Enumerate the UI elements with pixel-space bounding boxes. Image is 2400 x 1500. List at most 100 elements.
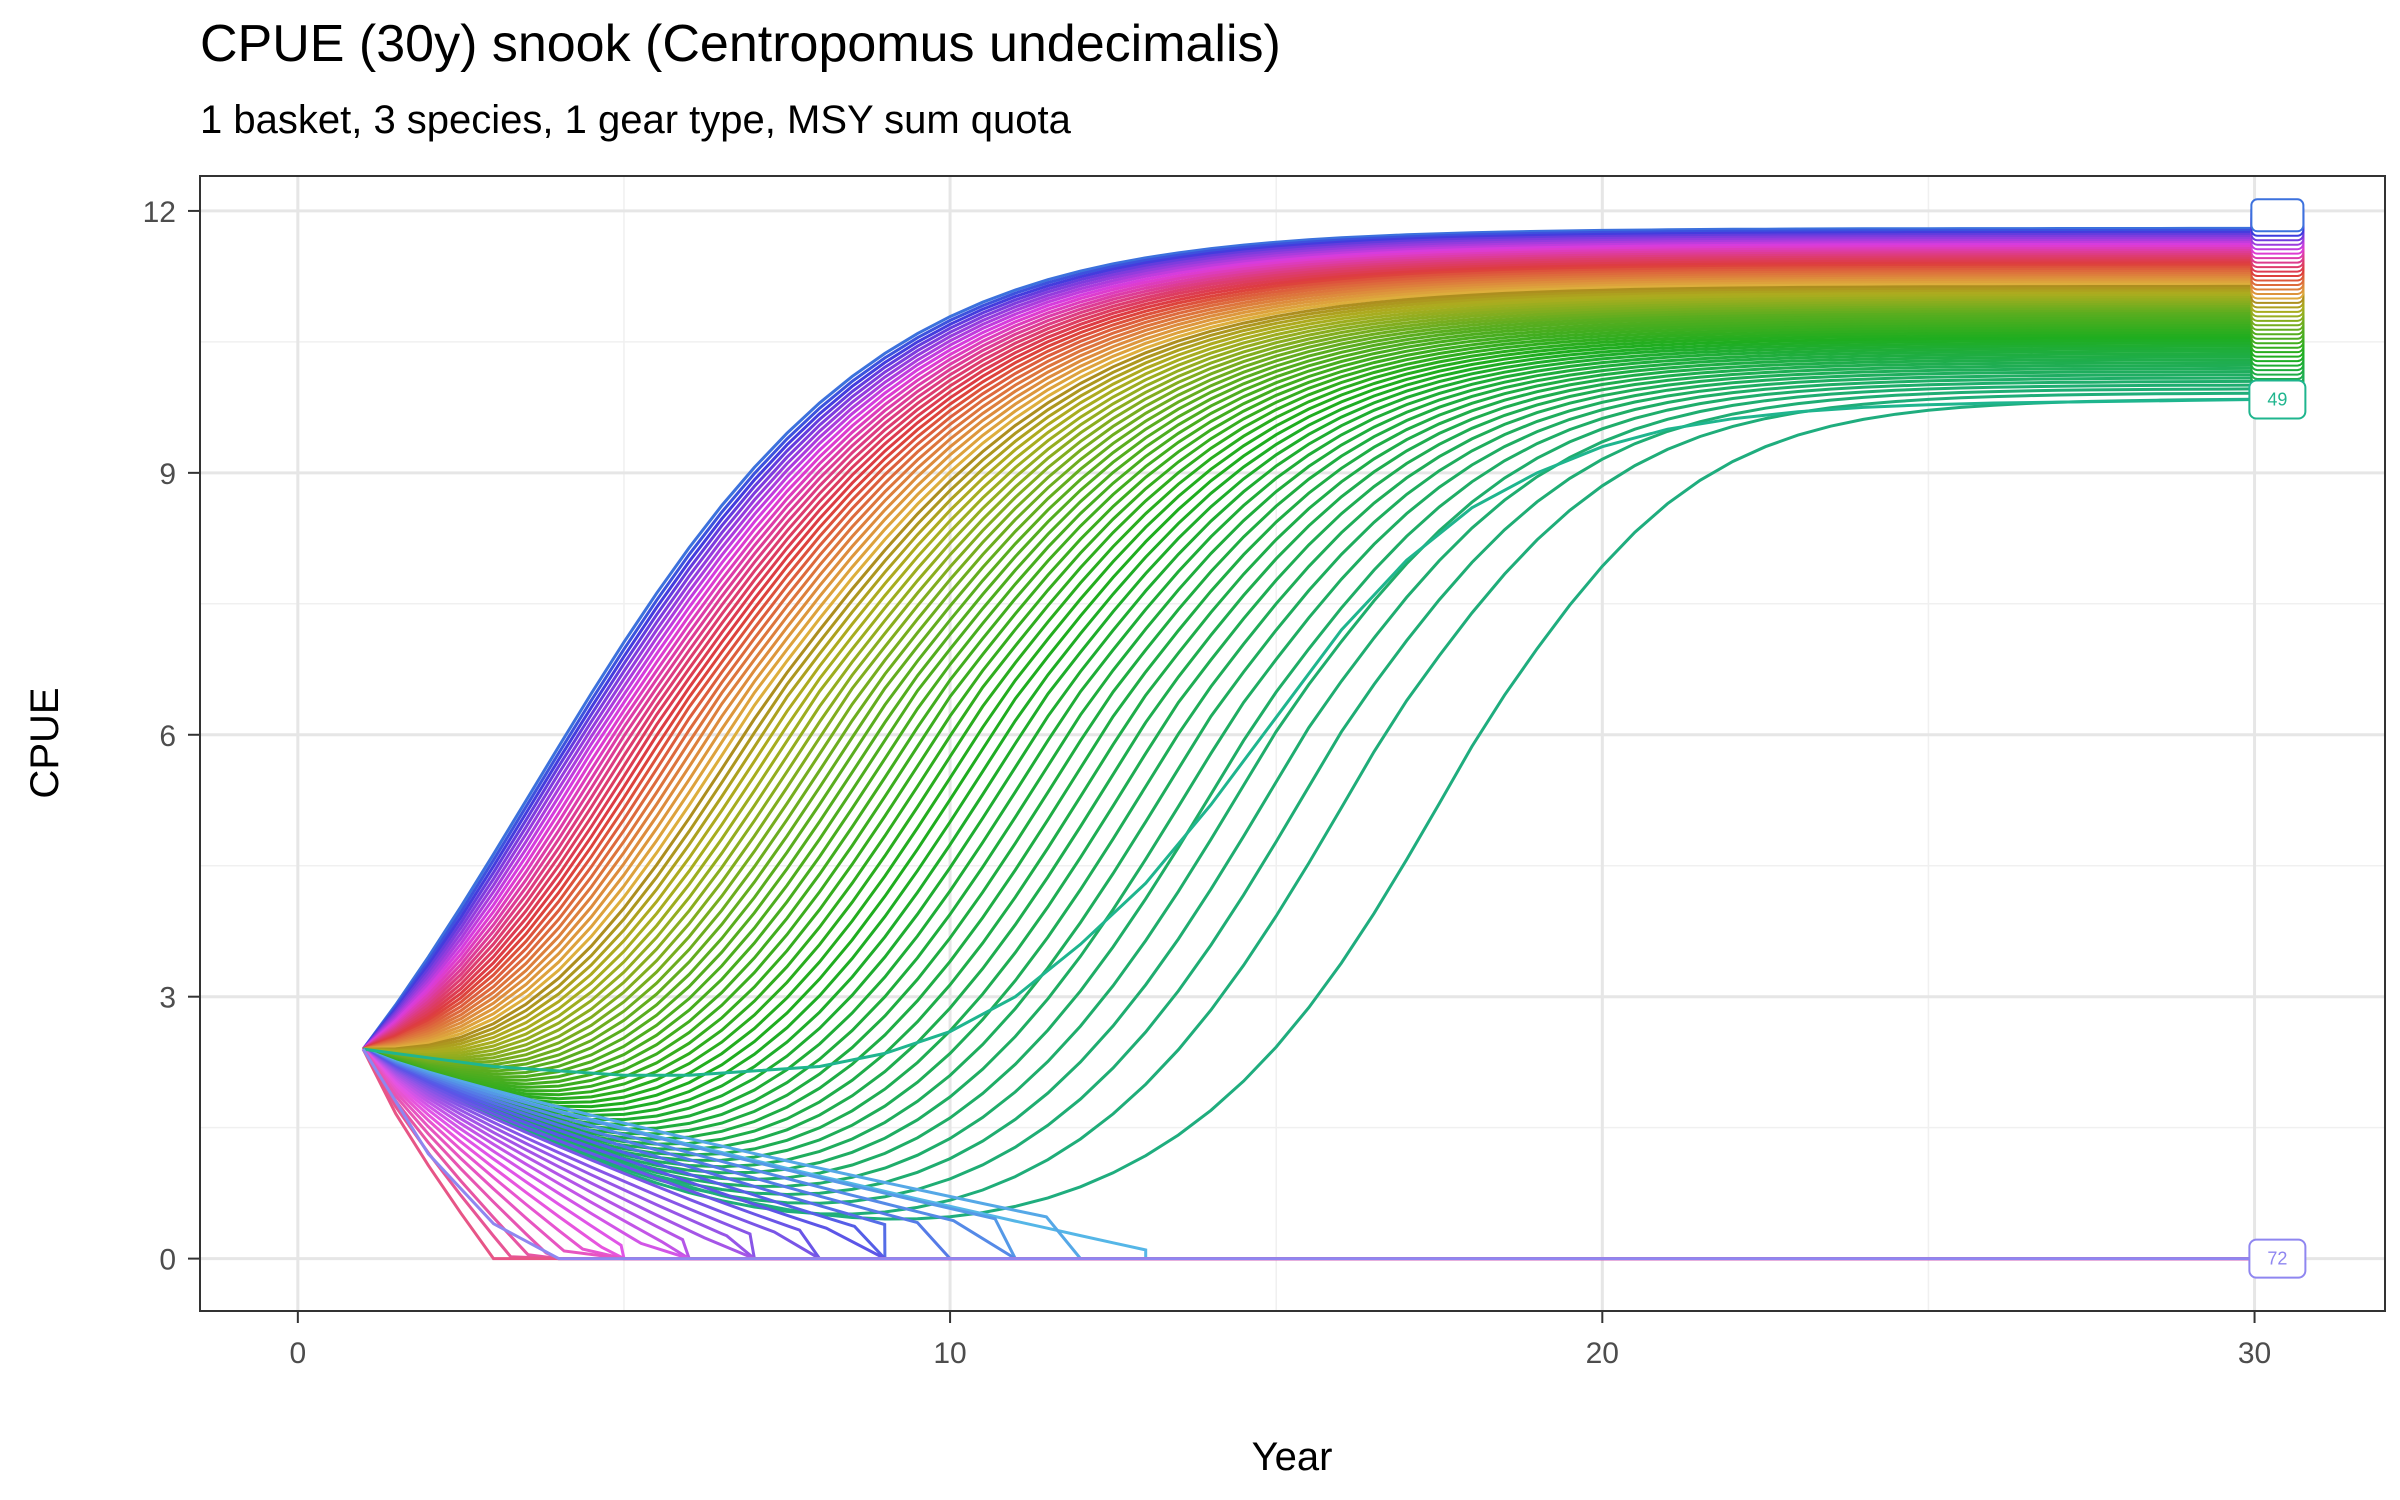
series-72-line: [361, 1048, 2255, 1261]
series-line: [362, 253, 2255, 1051]
series-line: [362, 261, 2255, 1051]
series-line: [362, 242, 2255, 1051]
collapse-series-line: [362, 1047, 2255, 1261]
series-line: [362, 355, 2255, 1141]
series-line: [361, 234, 2255, 1051]
series-line: [362, 329, 2255, 1097]
x-tick-label: 30: [2238, 1337, 2271, 1370]
collapse-series-line: [362, 1047, 2255, 1261]
series-line: [363, 287, 2255, 1052]
series-line: [362, 302, 2255, 1063]
collapse-series-line: [362, 1047, 2255, 1261]
chart-title: CPUE (30y) snook (Centropomus undecimali…: [200, 15, 1281, 73]
series-line: [361, 232, 2255, 1051]
y-tick-label: 9: [159, 458, 176, 491]
series-layer: [361, 226, 2255, 1261]
series-line: [363, 284, 2255, 1051]
collapse-series-line: [362, 1047, 2255, 1261]
end-label-layer: 49 72: [2248, 198, 2307, 1279]
series-line: [362, 293, 2255, 1055]
series-line: [362, 383, 2255, 1197]
series-line: [362, 269, 2255, 1051]
plot-border: [199, 175, 2386, 1312]
end-label-box: [2250, 198, 2305, 233]
series-line: [362, 341, 2255, 1117]
series-line: [362, 397, 2255, 1221]
series-line: [362, 280, 2255, 1051]
series-line: [362, 331, 2255, 1101]
end-label-box: [2248, 379, 2307, 420]
series-line: [362, 314, 2255, 1076]
series-line: [362, 326, 2255, 1093]
series-line: [362, 238, 2255, 1051]
collapse-series-line: [361, 1048, 2255, 1261]
end-label-box: [2248, 1238, 2307, 1279]
collapse-series-line: [362, 1047, 2255, 1261]
series-line: [362, 236, 2255, 1051]
collapse-series-line: [362, 1048, 2255, 1261]
collapse-series-line: [362, 1047, 2255, 1261]
series-line: [362, 263, 2255, 1051]
series-line: [362, 336, 2255, 1109]
series-line: [361, 226, 2255, 1050]
end-label-72: 72: [2248, 1238, 2307, 1279]
series-line: [362, 251, 2255, 1051]
collapse-series-line: [362, 1047, 2255, 1261]
series-line: [361, 228, 2255, 1051]
chart-subtitle: 1 basket, 3 species, 1 gear type, MSY su…: [200, 98, 1071, 142]
end-label-text: 72: [2267, 1249, 2287, 1269]
series-line: [362, 244, 2255, 1051]
y-tick-label: 6: [159, 720, 176, 753]
x-tick-label: 0: [289, 1337, 306, 1370]
collapse-series-line: [361, 1048, 2255, 1261]
series-line: [362, 305, 2255, 1065]
series-line: [362, 240, 2255, 1051]
series-line: [362, 309, 2255, 1070]
series-line: [362, 300, 2255, 1060]
series-line: [362, 352, 2255, 1136]
series-line: [362, 349, 2255, 1131]
series-line: [362, 249, 2255, 1051]
series-line: [362, 276, 2255, 1051]
series-line: [362, 363, 2255, 1157]
tick-layer: 0 10 20 30 0 3 6 9 12: [143, 196, 2272, 1370]
series-line: [362, 255, 2255, 1051]
end-label-text: 49: [2267, 390, 2287, 410]
x-tick-label: 10: [933, 1337, 966, 1370]
collapse-series-line: [362, 1047, 2255, 1261]
x-axis-title: Year: [1252, 1435, 1333, 1479]
series-line: [362, 347, 2255, 1127]
x-tick-label: 20: [1586, 1337, 1619, 1370]
series-line: [362, 274, 2255, 1051]
series-line: [362, 296, 2255, 1057]
end-label-49: 49: [2248, 379, 2307, 420]
series-line: [362, 391, 2255, 1216]
collapse-series-line: [362, 1047, 2255, 1261]
series-line: [362, 307, 2255, 1068]
collapse-series-line: [361, 1048, 2255, 1261]
series-line: [361, 230, 2255, 1051]
series-line: [362, 376, 2255, 1182]
y-axis-title: CPUE: [23, 687, 67, 798]
series-line: [362, 291, 2255, 1054]
series-line: [362, 259, 2255, 1051]
series-line: [362, 272, 2255, 1051]
y-tick-label: 0: [159, 1244, 176, 1277]
series-line: [362, 312, 2255, 1073]
collapse-series-line: [362, 1047, 2255, 1261]
series-line: [362, 316, 2255, 1079]
series-line: [362, 278, 2255, 1051]
series-line: [363, 282, 2255, 1051]
collapse-series-line: [362, 1048, 2255, 1261]
collapse-series-line: [362, 1047, 2255, 1261]
y-tick-label: 12: [143, 196, 176, 229]
collapse-series-line: [362, 1047, 2255, 1261]
collapse-series-line: [362, 1047, 2255, 1261]
series-line: [362, 267, 2255, 1051]
y-tick-label: 3: [159, 982, 176, 1015]
series-line: [362, 373, 2255, 1175]
series-line: [362, 339, 2255, 1113]
series-line: [362, 265, 2255, 1051]
